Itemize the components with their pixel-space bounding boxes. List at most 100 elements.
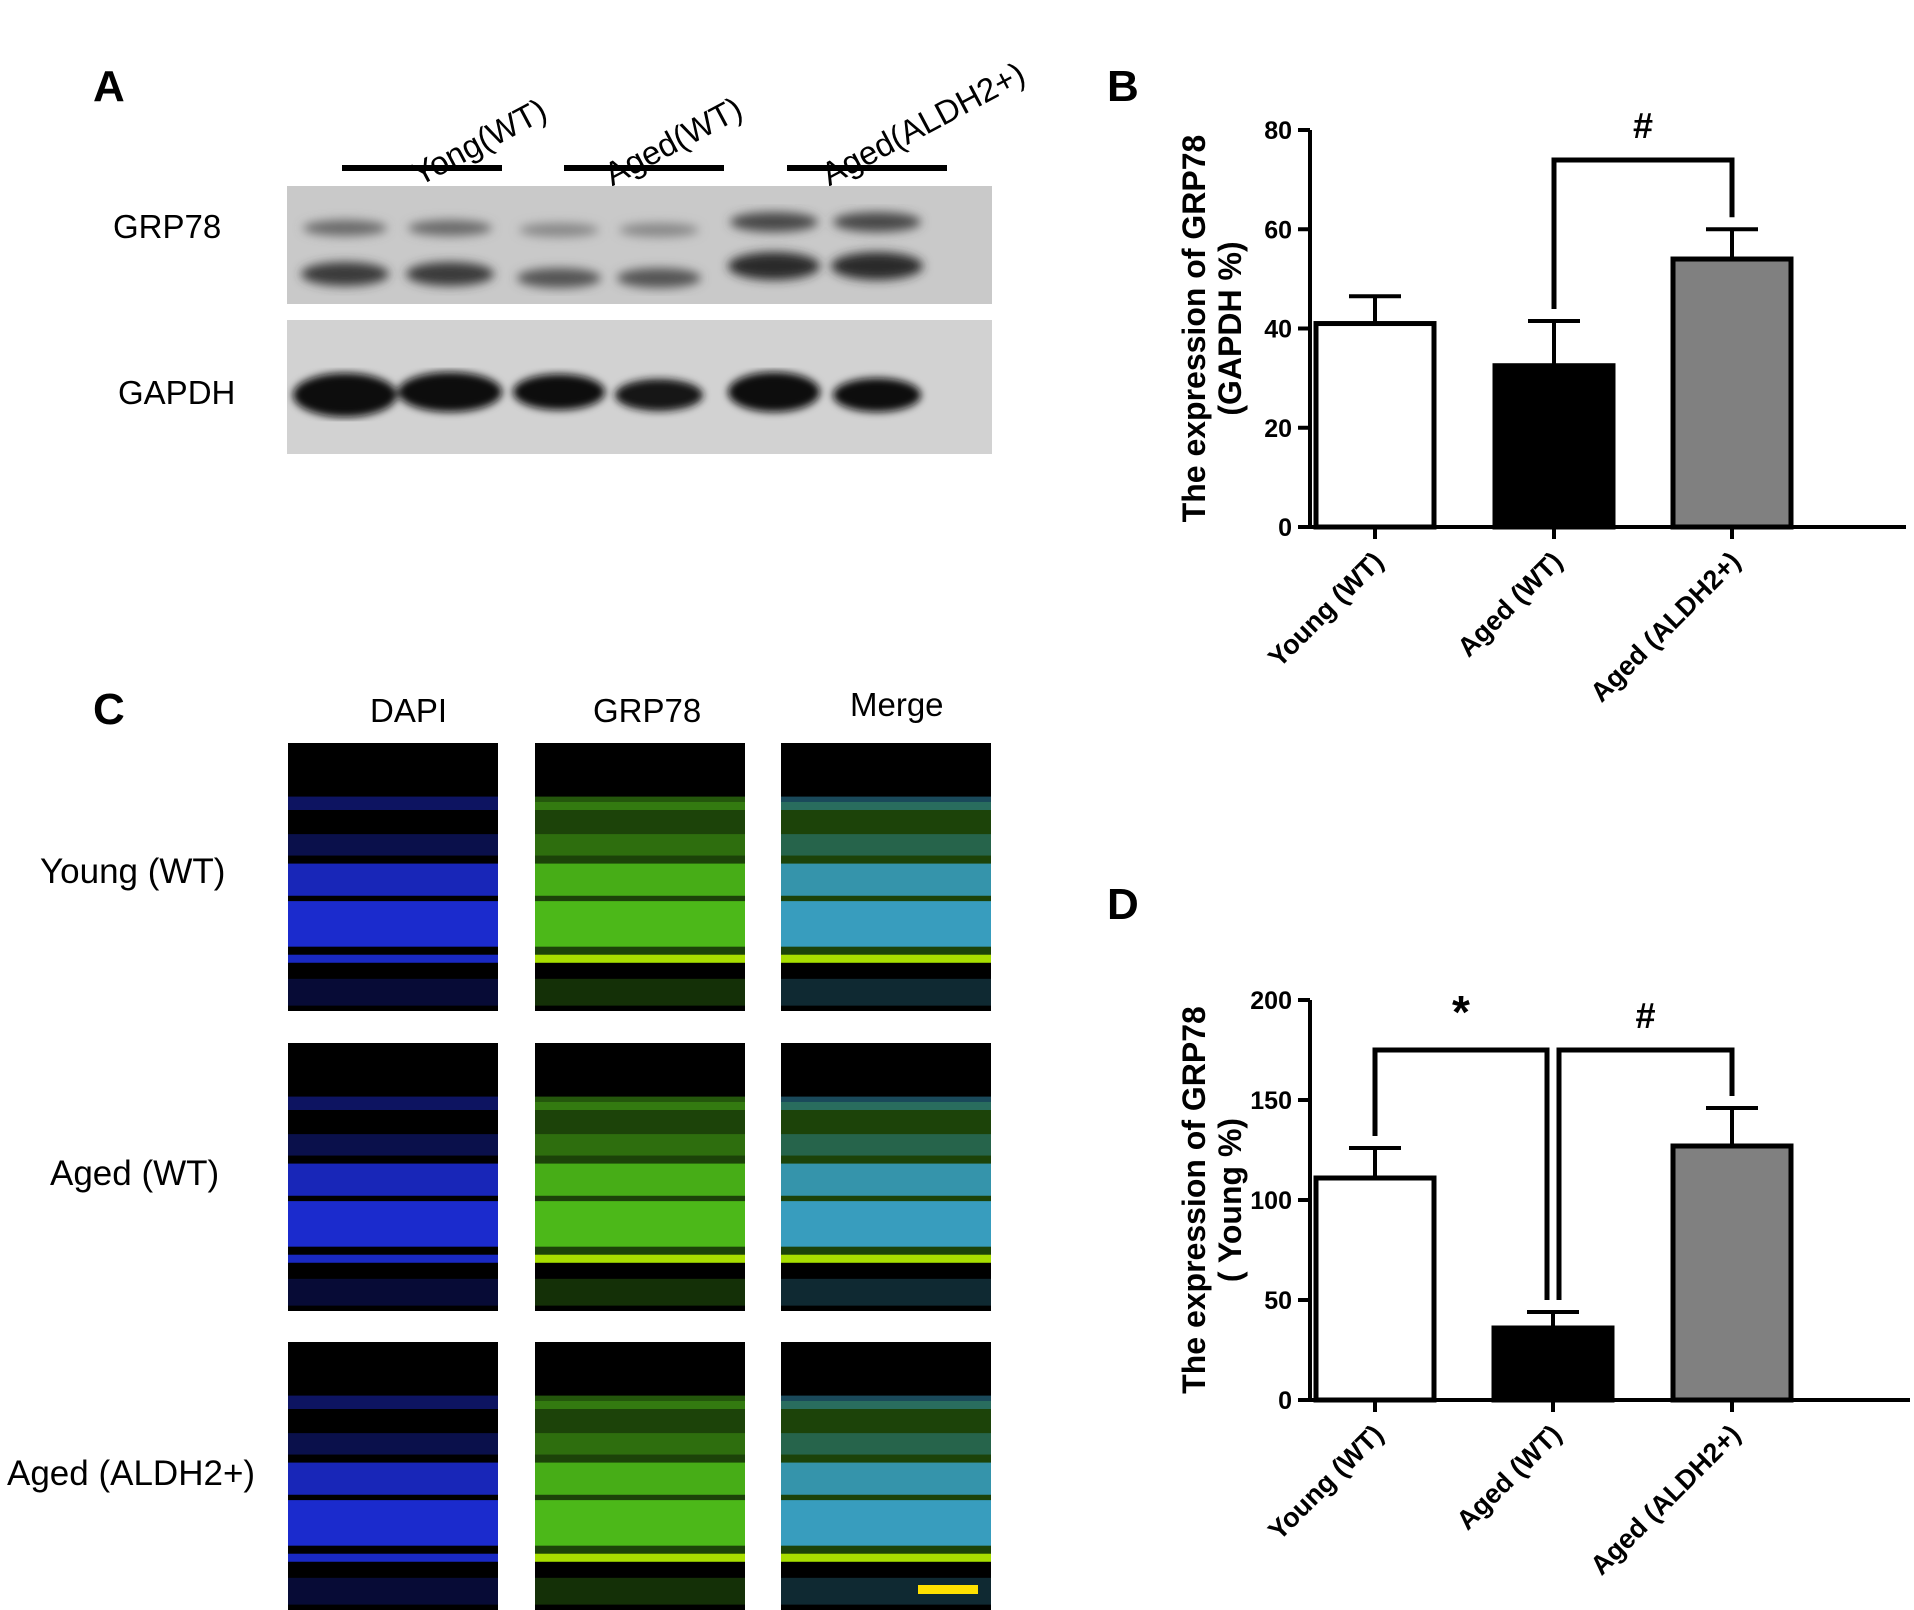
group-line-aldh2 — [787, 165, 947, 171]
d-x-tick-label-2: Aged (ALDH2+) — [1584, 1419, 1746, 1581]
micrograph-layers — [781, 1395, 991, 1605]
micrograph-layers — [288, 796, 498, 1006]
d-bracket-1 — [1556, 1047, 1735, 1300]
blot-label-grp78: GRP78 — [113, 208, 222, 245]
blot-label-gapdh: GAPDH — [118, 374, 236, 411]
retina-layer — [535, 1278, 745, 1306]
b-y-tick-label: 40 — [1264, 316, 1292, 344]
d-sig-symbol-0: * — [1452, 986, 1470, 1038]
b-bar-2 — [1670, 256, 1794, 530]
retina-layer — [781, 1395, 991, 1409]
row-label-aldh2: Aged (ALDH2+) — [7, 1454, 256, 1493]
b-y-tick-label: 0 — [1278, 514, 1292, 542]
retina-layer — [781, 834, 991, 856]
retina-layer — [535, 796, 745, 810]
col-label-grp78: GRP78 — [593, 692, 702, 729]
group-label-aged: Aged(WT) — [598, 89, 749, 193]
micrograph-layers — [288, 1395, 498, 1605]
d-bar-0 — [1313, 1175, 1437, 1403]
retina-layer — [288, 978, 498, 1006]
scale-bar — [918, 1585, 978, 1594]
b-bar-1 — [1492, 363, 1616, 530]
retina-layer — [535, 1433, 745, 1455]
retina-layer — [288, 1254, 498, 1263]
d-bar-1 — [1491, 1325, 1615, 1403]
micrograph-layers — [288, 1096, 498, 1306]
retina-layer — [781, 978, 991, 1006]
retina-layer — [288, 863, 498, 896]
b-bar-0 — [1313, 321, 1437, 530]
panel-b-letter: B — [1107, 62, 1139, 111]
retina-layer — [781, 901, 991, 947]
retina-layer — [535, 1553, 745, 1562]
group-label-aldh2: Aged(ALDH2+) — [815, 54, 1031, 193]
b-y-tick-label: 80 — [1264, 117, 1292, 145]
retina-layer — [535, 1254, 745, 1263]
chart-d: 0 50 100 150 200 Young (WT) Aged (WT) Aged (ALD… — [1176, 986, 1910, 1581]
retina-layer — [535, 834, 745, 856]
group-line-aged — [564, 165, 724, 171]
micrograph-layers — [535, 796, 745, 1006]
retina-layer — [288, 1462, 498, 1495]
d-sig-symbol-1: # — [1635, 995, 1655, 1036]
retina-layer — [288, 796, 498, 810]
retina-layer — [781, 1433, 991, 1455]
b-y-tick-label: 20 — [1264, 415, 1292, 443]
retina-layer — [535, 1395, 745, 1409]
retina-layer — [535, 1163, 745, 1196]
retina-layer — [535, 1462, 745, 1495]
retina-layer — [535, 901, 745, 947]
d-bracket-0 — [1372, 1047, 1550, 1300]
micrograph-aged-merge — [781, 1043, 991, 1311]
micrograph-aldh2-merge — [781, 1342, 991, 1610]
micrograph-young-grp78 — [535, 743, 745, 1011]
b-y-axis-label-line: The expression of GRP78 — [1176, 135, 1212, 523]
retina-layer — [781, 1134, 991, 1156]
retina-layer — [288, 1278, 498, 1306]
blot-gapdh — [287, 320, 992, 454]
retina-layer — [288, 1500, 498, 1546]
retina-layer — [535, 954, 745, 963]
d-y-tick-label: 50 — [1264, 1287, 1292, 1315]
b-y-axis-label-line: (GAPDH %) — [1212, 241, 1248, 415]
micrograph-young-merge — [781, 743, 991, 1011]
b-bracket-0 — [1551, 157, 1735, 310]
retina-layer — [288, 1096, 498, 1110]
retina-layer — [535, 1500, 745, 1546]
d-y-tick-label: 100 — [1250, 1187, 1292, 1215]
retina-layer — [781, 1553, 991, 1562]
retina-layer — [288, 954, 498, 963]
d-x-tick-label-0: Young (WT) — [1262, 1419, 1389, 1546]
retina-layer — [535, 863, 745, 896]
retina-layer — [535, 978, 745, 1006]
micrograph-aged-dapi — [288, 1043, 498, 1311]
panel-c-letter: C — [93, 685, 125, 734]
group-label-young: Yong(WT) — [405, 90, 553, 193]
row-label-young: Young (WT) — [40, 852, 226, 891]
retina-layer — [781, 954, 991, 963]
col-label-merge: Merge — [850, 686, 944, 723]
panel-a-letter: A — [93, 62, 125, 111]
retina-layer — [288, 901, 498, 947]
chart-b: 0 20 40 60 80 Young (WT) Aged (WT) Aged (ALDH2+… — [1176, 105, 1906, 708]
retina-layer — [781, 1096, 991, 1110]
micrograph-aldh2-grp78 — [535, 1342, 745, 1610]
retina-layer — [288, 1577, 498, 1605]
d-y-axis-label-line: The expression of GRP78 — [1176, 1006, 1212, 1394]
retina-layer — [535, 1096, 745, 1110]
panel-d-letter: D — [1107, 880, 1139, 929]
col-label-dapi: DAPI — [370, 692, 448, 729]
retina-layer — [288, 1395, 498, 1409]
retina-layer — [288, 1433, 498, 1455]
b-y-tick-label: 60 — [1264, 216, 1292, 244]
d-y-tick-label: 150 — [1250, 1087, 1292, 1115]
retina-layer — [781, 1163, 991, 1196]
retina-layer — [535, 1201, 745, 1247]
micrograph-aldh2-dapi — [288, 1342, 498, 1610]
row-label-aged: Aged (WT) — [50, 1154, 220, 1193]
retina-layer — [288, 1134, 498, 1156]
b-x-tick-label-0: Young (WT) — [1262, 546, 1389, 673]
b-x-tick-label-2: Aged (ALDH2+) — [1584, 546, 1746, 708]
d-y-tick-label: 200 — [1250, 987, 1292, 1015]
retina-layer — [288, 1163, 498, 1196]
